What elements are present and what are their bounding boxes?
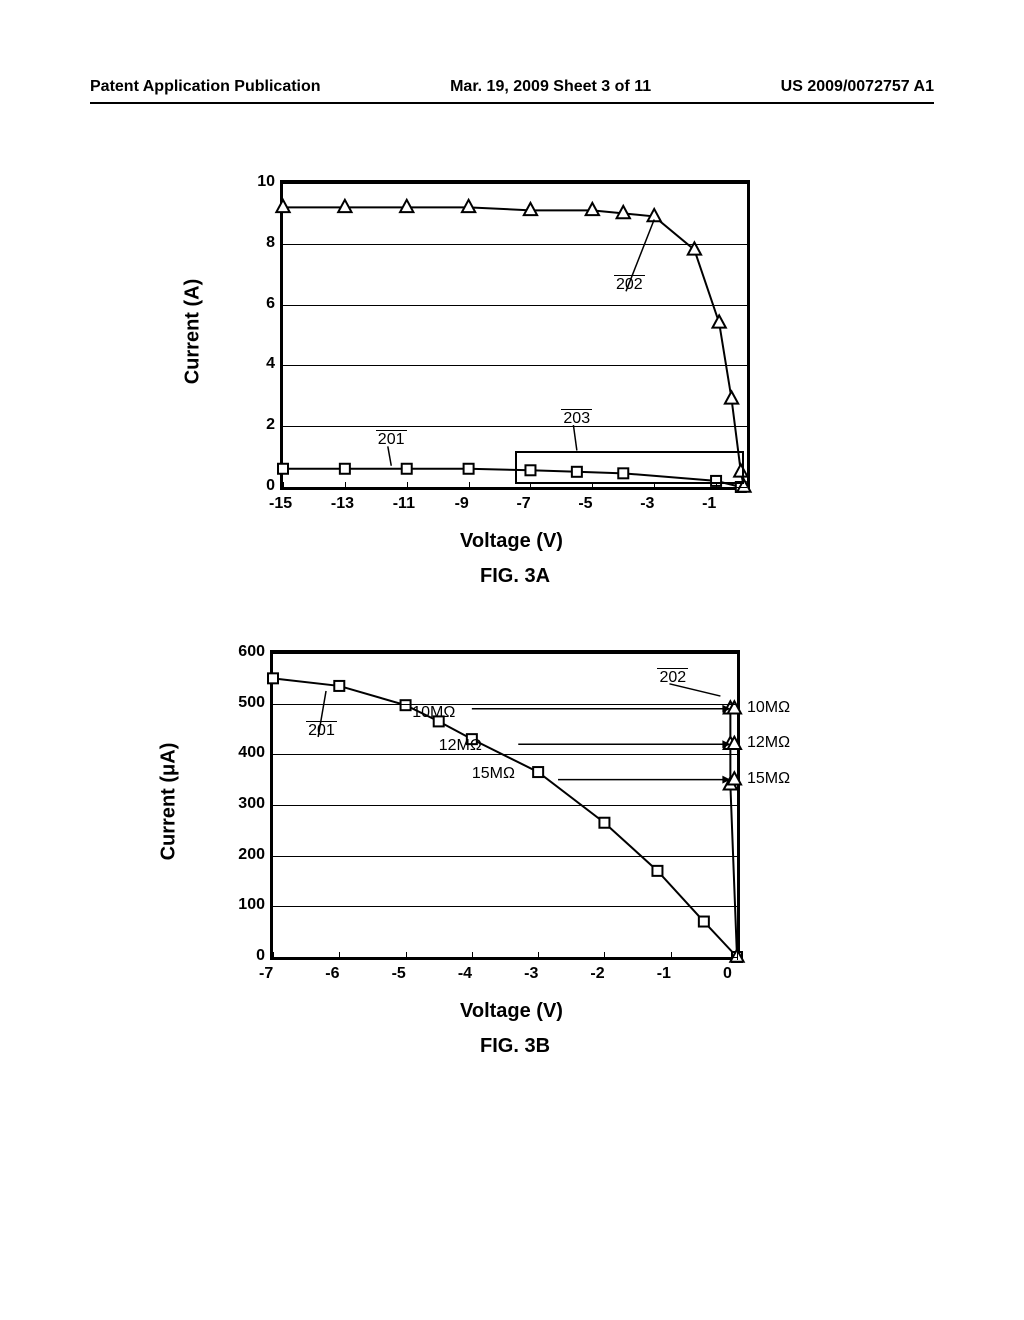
ytick-label: 2 — [243, 416, 275, 434]
ytick-label: 4 — [243, 355, 275, 373]
chart-b-svg — [273, 653, 743, 963]
xtick-label: -7 — [516, 495, 530, 513]
xtick-label: -13 — [331, 495, 354, 513]
ytick-label: 8 — [243, 234, 275, 252]
callout-label: 202 — [614, 275, 645, 294]
xtick-label: -5 — [578, 495, 592, 513]
xtick-label: -2 — [590, 965, 604, 983]
chart-a-ylabel: Current (A) — [181, 279, 204, 385]
chart-a-figlabel: FIG. 3A — [480, 565, 550, 588]
resistor-label-right: 12MΩ — [747, 734, 790, 752]
resistor-label-left: 12MΩ — [439, 737, 482, 755]
ytick-label: 200 — [233, 846, 265, 864]
chart-a-xlabel: Voltage (V) — [460, 530, 563, 553]
xtick-label: -5 — [392, 965, 406, 983]
callout-label: 203 — [561, 409, 592, 428]
ytick-label: 6 — [243, 295, 275, 313]
callout-label: 201 — [306, 721, 337, 740]
callout-label: 201 — [376, 430, 407, 449]
xtick-label: -6 — [325, 965, 339, 983]
resistor-label-left: 15MΩ — [472, 765, 515, 783]
chart-b: Current (μA) 0 100 200 300 400 500 600 -7 -6 -5 -4… — [160, 640, 840, 1070]
chart-b-plot: 0100200300400500600-7-6-5-4-3-2-10201202… — [270, 650, 740, 960]
ytick-label: 300 — [233, 795, 265, 813]
xtick-label: -15 — [269, 495, 292, 513]
resistor-label-left: 10MΩ — [412, 704, 455, 722]
callout-label: 202 — [657, 668, 688, 687]
chart-b-ylabel: Current (μA) — [157, 743, 180, 861]
resistor-label-right: 10MΩ — [747, 699, 790, 717]
xtick-label: 0 — [723, 965, 732, 983]
resistor-label-right: 15MΩ — [747, 770, 790, 788]
chart-a-svg — [283, 183, 753, 493]
ytick-label: 100 — [233, 896, 265, 914]
zoom-box — [515, 451, 744, 484]
xtick-label: -3 — [524, 965, 538, 983]
header-center: Mar. 19, 2009 Sheet 3 of 11 — [450, 78, 651, 96]
ytick-label: 0 — [233, 947, 265, 965]
chart-b-xlabel: Voltage (V) — [460, 1000, 563, 1023]
xtick-label: -11 — [393, 495, 415, 513]
chart-a-plot: 0246810-15-13-11-9-7-5-3-1201202203 — [280, 180, 750, 490]
ytick-label: 400 — [233, 744, 265, 762]
header-right: US 2009/0072757 A1 — [781, 78, 934, 96]
ytick-label: 600 — [233, 643, 265, 661]
header-rule — [90, 102, 934, 104]
ytick-label: 10 — [243, 173, 275, 191]
ytick-label: 0 — [243, 477, 275, 495]
header-left: Patent Application Publication — [90, 78, 321, 96]
xtick-label: -9 — [455, 495, 469, 513]
xtick-label: -1 — [657, 965, 671, 983]
chart-b-figlabel: FIG. 3B — [480, 1035, 550, 1058]
page-header: Patent Application Publication Mar. 19, … — [0, 78, 1024, 96]
xtick-label: -1 — [702, 495, 716, 513]
xtick-label: -4 — [458, 965, 472, 983]
ytick-label: 500 — [233, 694, 265, 712]
xtick-label: -7 — [259, 965, 273, 983]
chart-a: Current (A) 0246810-15-13-11-9-7-5-3-120… — [200, 170, 800, 600]
xtick-label: -3 — [640, 495, 654, 513]
